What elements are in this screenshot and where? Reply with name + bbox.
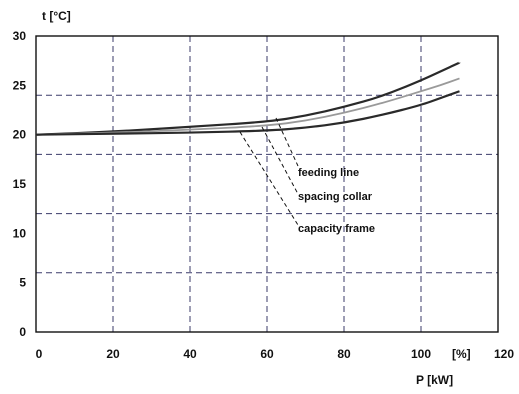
x-tick-label: 40 bbox=[183, 347, 197, 361]
series-line-2 bbox=[35, 77, 460, 136]
plot-frame bbox=[35, 35, 499, 333]
y-tick-label: 30 bbox=[13, 29, 27, 43]
y-tick-label: 15 bbox=[13, 177, 27, 191]
y-tick-label: 20 bbox=[13, 128, 27, 142]
series-annotations: feeding line spacing collar capacity frame bbox=[298, 167, 375, 235]
y-tick-label: 10 bbox=[13, 226, 27, 240]
y-tick-label: 5 bbox=[19, 276, 26, 290]
y-tick-label: 0 bbox=[19, 325, 26, 339]
x-tick-label: 0 bbox=[36, 347, 43, 361]
annotation-leaders bbox=[239, 117, 299, 226]
x-tick-label: 80 bbox=[337, 347, 351, 361]
x-tick-label: 20 bbox=[106, 347, 120, 361]
annotation-leader bbox=[261, 126, 299, 195]
series-annotation-label: spacing collar bbox=[298, 191, 373, 203]
annotation-leader bbox=[239, 131, 299, 226]
x-tick-labels: 0 20 40 60 80 100 120 bbox=[36, 347, 515, 361]
series-lines bbox=[35, 61, 460, 136]
y-axis-label: t [°C] bbox=[42, 9, 71, 23]
x-tick-label: 60 bbox=[260, 347, 274, 361]
y-tick-labels: 0 5 10 15 20 25 30 bbox=[13, 29, 27, 339]
annotation-leader bbox=[275, 117, 299, 167]
y-tick-label: 25 bbox=[13, 78, 27, 92]
series-line-3 bbox=[35, 90, 460, 136]
grid-lines bbox=[36, 36, 498, 332]
series-line-1 bbox=[35, 61, 460, 136]
series-annotation-label: feeding line bbox=[298, 167, 359, 179]
x-axis-label: P [kW] bbox=[416, 373, 453, 387]
x-tick-label: 120 bbox=[494, 347, 514, 361]
x-axis-unit-percent: [%] bbox=[452, 347, 471, 361]
series-annotation-label: capacity frame bbox=[298, 223, 375, 235]
x-tick-label: 100 bbox=[411, 347, 431, 361]
